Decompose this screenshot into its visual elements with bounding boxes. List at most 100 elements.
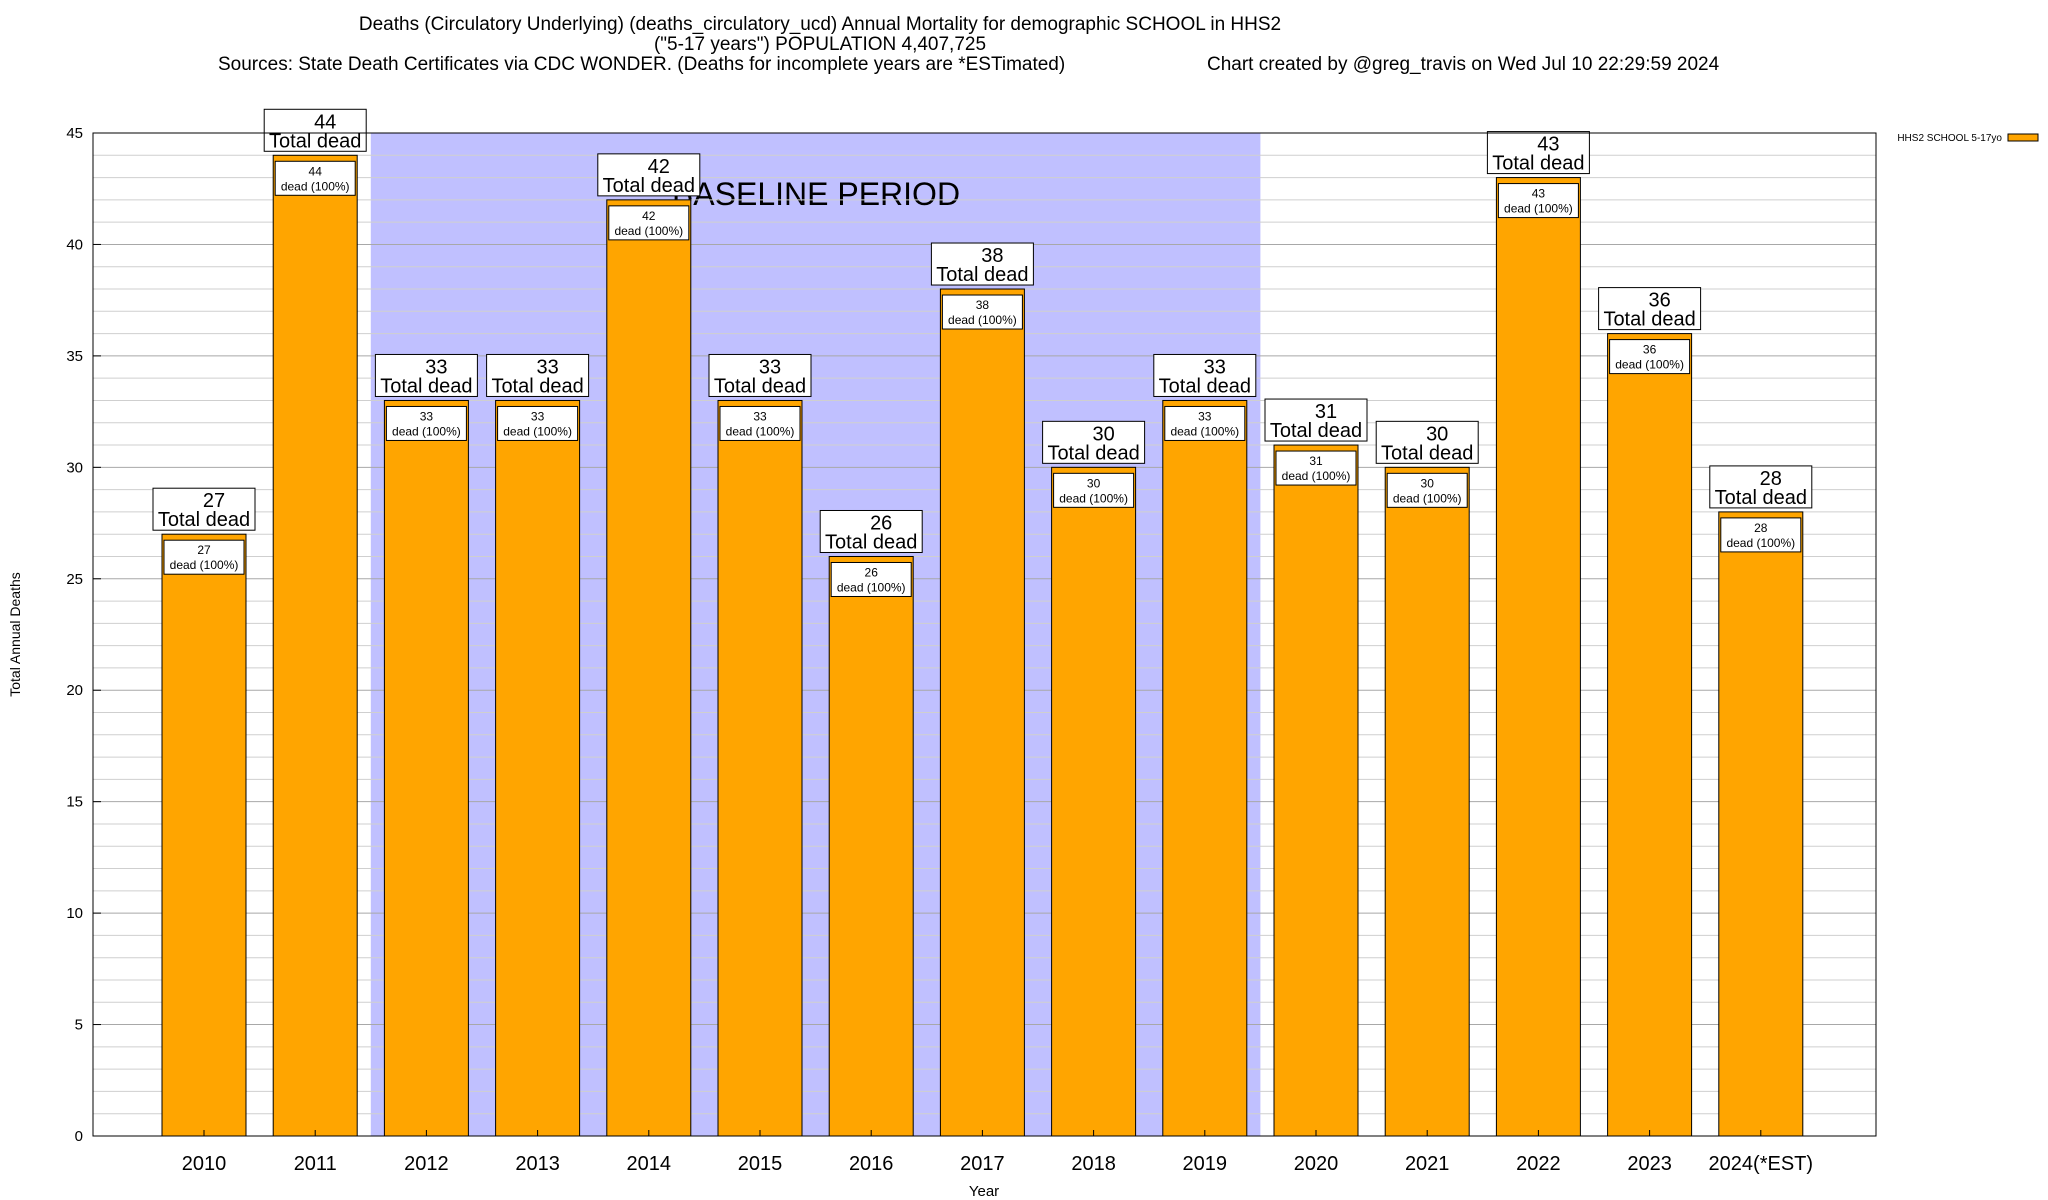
x-tick-label: 2016 [849, 1153, 894, 1175]
x-tick-label: 2012 [404, 1153, 449, 1175]
bar-2016 [828, 555, 914, 1137]
y-tick-label: 0 [75, 1128, 83, 1145]
bars-layer [161, 154, 1804, 1137]
bar-2011 [272, 154, 358, 1137]
total-label-box [1486, 131, 1590, 175]
inner-label-box [385, 405, 467, 441]
bar-2014 [606, 199, 692, 1137]
total-dead-label: Total dead [603, 175, 695, 197]
inner-percent-label: dead (100%) [1504, 202, 1573, 216]
legend-swatch [2007, 133, 2039, 142]
total-value-label: 33 [425, 356, 447, 378]
total-label-box [1709, 465, 1813, 509]
legend: HHS2 SCHOOL 5-17yo [1897, 133, 2039, 144]
total-dead-label: Total dead [1492, 153, 1584, 175]
total-value-label: 28 [1760, 468, 1782, 490]
total-dead-label: Total dead [1270, 420, 1362, 442]
bar-2013 [495, 399, 581, 1137]
inner-value-label: 33 [1198, 409, 1212, 423]
inner-label-box [1386, 472, 1468, 508]
x-tick-label: 2011 [294, 1153, 337, 1175]
x-tick-label: 2013 [515, 1153, 560, 1175]
inner-value-label: 30 [1087, 476, 1101, 490]
total-dead-label: Total dead [825, 531, 917, 553]
y-tick-label: 25 [66, 571, 83, 588]
inner-value-label: 42 [642, 209, 656, 223]
total-dead-label: Total dead [380, 375, 472, 397]
inner-percent-label: dead (100%) [1059, 491, 1128, 505]
inner-value-label: 43 [1532, 187, 1546, 201]
y-tick-label: 40 [66, 236, 83, 253]
inner-value-label: 26 [865, 565, 879, 579]
total-value-label: 38 [981, 245, 1003, 267]
bar-2018 [1051, 466, 1137, 1137]
total-label-box [1153, 353, 1257, 397]
total-label-box [1042, 420, 1146, 464]
bar-2012 [383, 399, 469, 1137]
total-dead-label: Total dead [1715, 487, 1807, 509]
x-tick-label: 2022 [1516, 1153, 1561, 1175]
inner-value-label: 33 [753, 409, 767, 423]
total-dead-label: Total dead [1381, 442, 1473, 464]
inner-percent-label: dead (100%) [503, 424, 572, 438]
inner-label-box [608, 205, 690, 241]
inner-value-label: 27 [197, 543, 211, 557]
total-label-box [374, 353, 478, 397]
inner-value-label: 33 [531, 409, 545, 423]
total-label-box [486, 353, 590, 397]
x-tick-label: 2020 [1294, 1153, 1339, 1175]
inner-label-box [830, 561, 912, 597]
total-label-box [1375, 420, 1479, 464]
plot-frame [92, 132, 1877, 1137]
legend-label: HHS2 SCHOOL 5-17yo [1897, 133, 2002, 144]
inner-value-label: 28 [1754, 521, 1768, 535]
total-label-box [597, 153, 701, 197]
total-dead-label: Total dead [936, 264, 1028, 286]
inner-label-box [719, 405, 801, 441]
inner-label-box [1053, 472, 1135, 508]
axes-layer: 2010 2011 2012 2013 2014 2015 2016 2017 2018 2019… [7, 125, 1877, 1200]
x-axis-title: Year [969, 1183, 999, 1200]
total-label-box [263, 108, 367, 152]
bar-2017 [939, 288, 1025, 1137]
total-label-box [152, 487, 256, 531]
inner-label-box [1275, 450, 1357, 486]
inner-value-label: 36 [1643, 343, 1657, 357]
y-tick-label: 10 [66, 905, 83, 922]
bar-2010 [161, 533, 247, 1137]
bar-2024(*EST) [1718, 511, 1804, 1137]
total-value-label: 36 [1648, 290, 1670, 312]
y-tick-label: 30 [66, 459, 83, 476]
inner-value-label: 38 [976, 298, 990, 312]
total-label-box [819, 509, 923, 553]
y-tick-label: 15 [66, 794, 83, 811]
inner-label-box [274, 160, 356, 196]
x-tick-label: 2018 [1071, 1153, 1116, 1175]
total-value-label: 30 [1092, 423, 1114, 445]
inner-label-box [497, 405, 579, 441]
y-tick-label: 20 [66, 682, 83, 699]
total-value-label: 27 [203, 490, 225, 512]
baseline-period-label: BASELINE PERIOD [672, 176, 960, 212]
total-label-box [708, 353, 812, 397]
inner-percent-label: dead (100%) [1170, 424, 1239, 438]
total-dead-label: Total dead [491, 375, 583, 397]
total-value-label: 43 [1537, 134, 1559, 156]
inner-label-box [941, 294, 1023, 330]
inner-percent-label: dead (100%) [1393, 491, 1462, 505]
bar-2023 [1607, 333, 1693, 1137]
total-value-label: 33 [536, 356, 558, 378]
x-tick-label: 2021 [1405, 1153, 1450, 1175]
total-dead-label: Total dead [714, 375, 806, 397]
total-dead-label: Total dead [1603, 309, 1695, 331]
y-tick-label: 35 [66, 348, 83, 365]
y-axis-title: Total Annual Deaths [7, 572, 23, 697]
total-value-label: 30 [1426, 423, 1448, 445]
inner-percent-label: dead (100%) [170, 558, 239, 572]
chart-sources: Sources: State Death Certificates via CD… [218, 54, 1066, 75]
total-dead-label: Total dead [1047, 442, 1139, 464]
total-dead-label: Total dead [269, 130, 361, 152]
total-value-label: 42 [648, 156, 670, 178]
